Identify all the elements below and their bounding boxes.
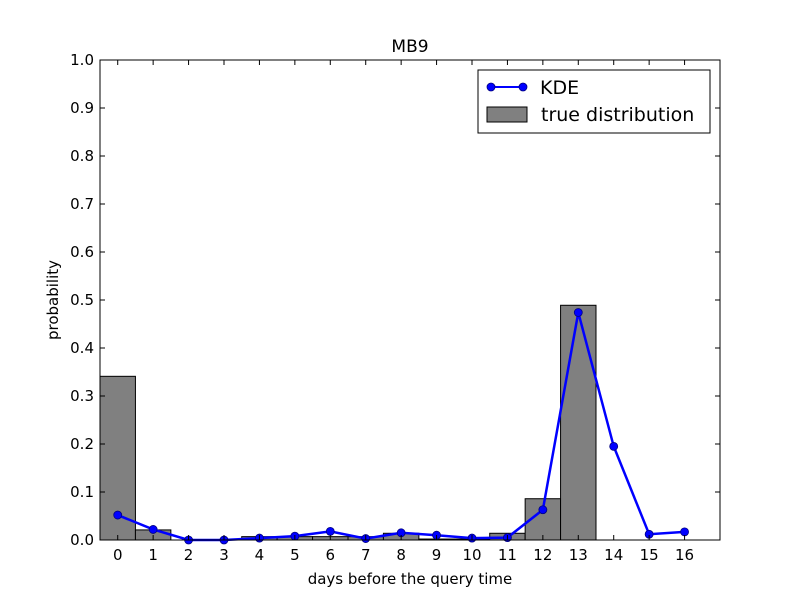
legend-kde-marker-icon (518, 82, 528, 92)
y-tick-label: 1.0 (70, 51, 94, 69)
kde-point-12 (538, 505, 548, 515)
x-tick-label: 14 (604, 546, 623, 564)
x-tick-label: 16 (675, 546, 694, 564)
y-tick-label: 0.1 (70, 483, 94, 501)
x-tick-label: 7 (361, 546, 371, 564)
x-tick-label: 9 (432, 546, 442, 564)
y-tick-label: 0.3 (70, 387, 94, 405)
kde-point-6 (325, 526, 335, 536)
y-tick-label: 0.9 (70, 99, 94, 117)
kde-line-layer (113, 308, 689, 545)
x-tick-label: 2 (184, 546, 194, 564)
y-tick-label: 0.6 (70, 243, 94, 261)
kde-point-1 (148, 525, 158, 534)
bar-true-distribution-13 (560, 304, 597, 541)
legend-kde-label: KDE (540, 77, 579, 99)
bars-layer (99, 304, 597, 541)
kde-point-0 (113, 510, 123, 520)
y-tick-label: 0.2 (70, 435, 94, 453)
kde-point-16 (680, 527, 689, 537)
y-axis-label: probability (44, 260, 62, 340)
x-axis: 0 1 2 3 4 5 6 7 8 9 10 11 12 13 14 15 16 (113, 60, 694, 564)
x-tick-label: 12 (533, 546, 552, 564)
legend-true-distribution-label: true distribution (541, 104, 694, 126)
legend-kde-marker-icon (486, 82, 496, 92)
x-tick-label: 13 (569, 546, 588, 564)
x-tick-label: 1 (148, 546, 158, 564)
x-tick-label: 10 (462, 546, 481, 564)
chart-title: MB9 (391, 37, 428, 57)
x-tick-label: 11 (498, 546, 517, 564)
y-tick-label: 0.5 (70, 291, 94, 309)
x-tick-label: 15 (640, 546, 659, 564)
kde-line (117, 312, 685, 542)
y-tick-label: 0.8 (70, 147, 94, 165)
legend-true-distribution-swatch (486, 106, 528, 123)
y-tick-label: 0.0 (70, 531, 94, 549)
y-tick-label: 0.7 (70, 195, 94, 213)
x-tick-label: 0 (113, 546, 123, 564)
x-tick-label: 5 (290, 546, 300, 564)
x-tick-label: 4 (255, 546, 265, 564)
y-tick-label: 0.4 (70, 339, 94, 357)
x-axis-label: days before the query time (308, 570, 513, 588)
y-axis: 0.0 0.1 0.2 0.3 0.4 0.5 0.6 0.7 0.8 0.9 1.0 (70, 51, 720, 549)
x-tick-label: 3 (219, 546, 229, 564)
legend: KDE true distribution (477, 69, 711, 134)
kde-point-13 (573, 308, 583, 317)
x-tick-label: 6 (326, 546, 336, 564)
kde-point-14 (609, 441, 619, 451)
x-tick-label: 8 (396, 546, 406, 564)
